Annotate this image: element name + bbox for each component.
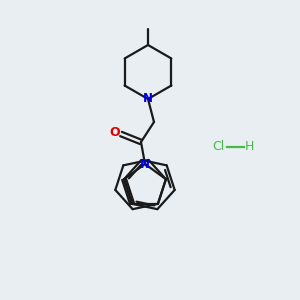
Text: O: O [110, 127, 120, 140]
Text: Cl: Cl [212, 140, 224, 154]
Text: H: H [244, 140, 254, 154]
Text: N: N [143, 92, 153, 106]
Text: N: N [140, 158, 150, 170]
